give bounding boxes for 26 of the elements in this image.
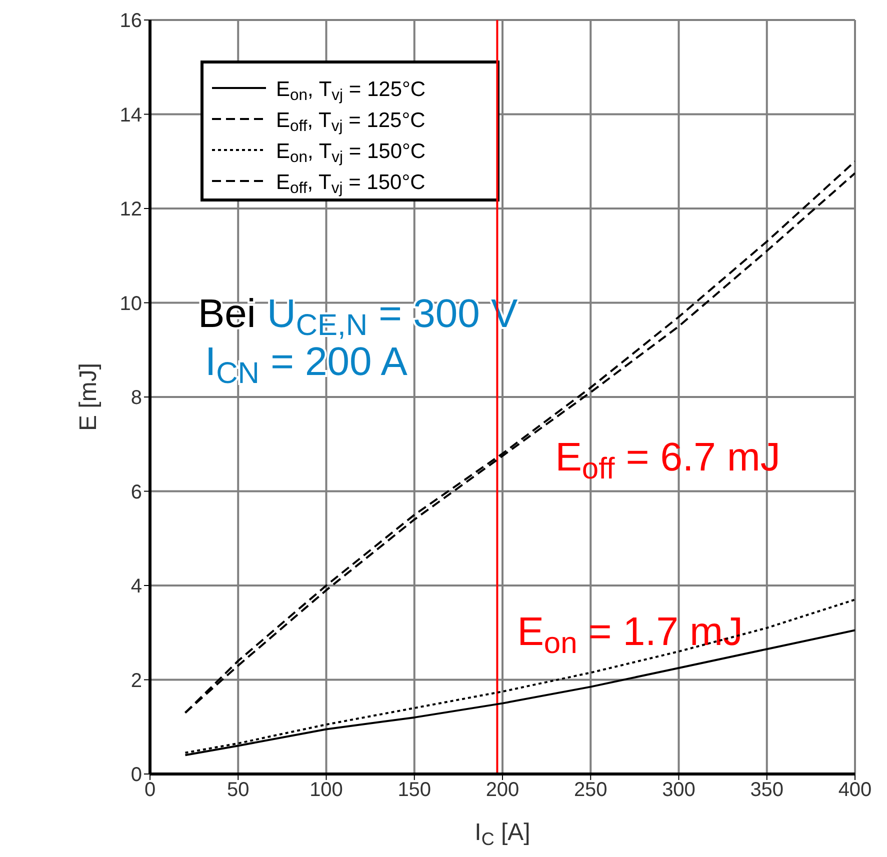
annotation: E$_{on}$ = 1.7 mJ [517, 610, 743, 660]
y-tick-label: 16 [120, 10, 142, 32]
x-tick-label: 100 [310, 779, 343, 802]
legend-label: E$_{off}$, T$_{vj}$ = 150°C [276, 171, 426, 197]
y-tick-label: 12 [120, 198, 142, 221]
legend-label: E$_{off}$, T$_{vj}$ = 125°C [276, 109, 426, 135]
x-tick-label: 400 [838, 779, 872, 802]
x-tick-label: 350 [750, 779, 784, 802]
annotation: E$_{off}$ = 6.7 mJ [555, 435, 780, 485]
x-tick-label: 150 [398, 779, 432, 802]
x-tick-label: 250 [574, 779, 608, 802]
y-tick-label: 4 [130, 576, 142, 598]
y-tick-label: 8 [130, 387, 142, 410]
y-tick-label: 2 [130, 670, 142, 692]
y-tick-label: 14 [120, 104, 142, 126]
legend-label: E$_{on}$, T$_{vj}$ = 150°C [276, 140, 426, 166]
y-tick-label: 6 [130, 481, 142, 504]
legend-label: E$_{on}$, T$_{vj}$ = 125°C [276, 78, 426, 104]
x-tick-label: 200 [486, 779, 520, 802]
y-tick-label: 10 [120, 292, 142, 315]
x-axis-title: I$_{C}$ [A] [474, 819, 530, 848]
annotation: I$_{CN}$ = 200 A [205, 340, 408, 390]
y-tick-label: 0 [130, 764, 142, 786]
y-axis-title: E [mJ] [75, 362, 102, 432]
x-tick-label: 50 [227, 779, 250, 802]
x-tick-label: 300 [662, 779, 696, 802]
